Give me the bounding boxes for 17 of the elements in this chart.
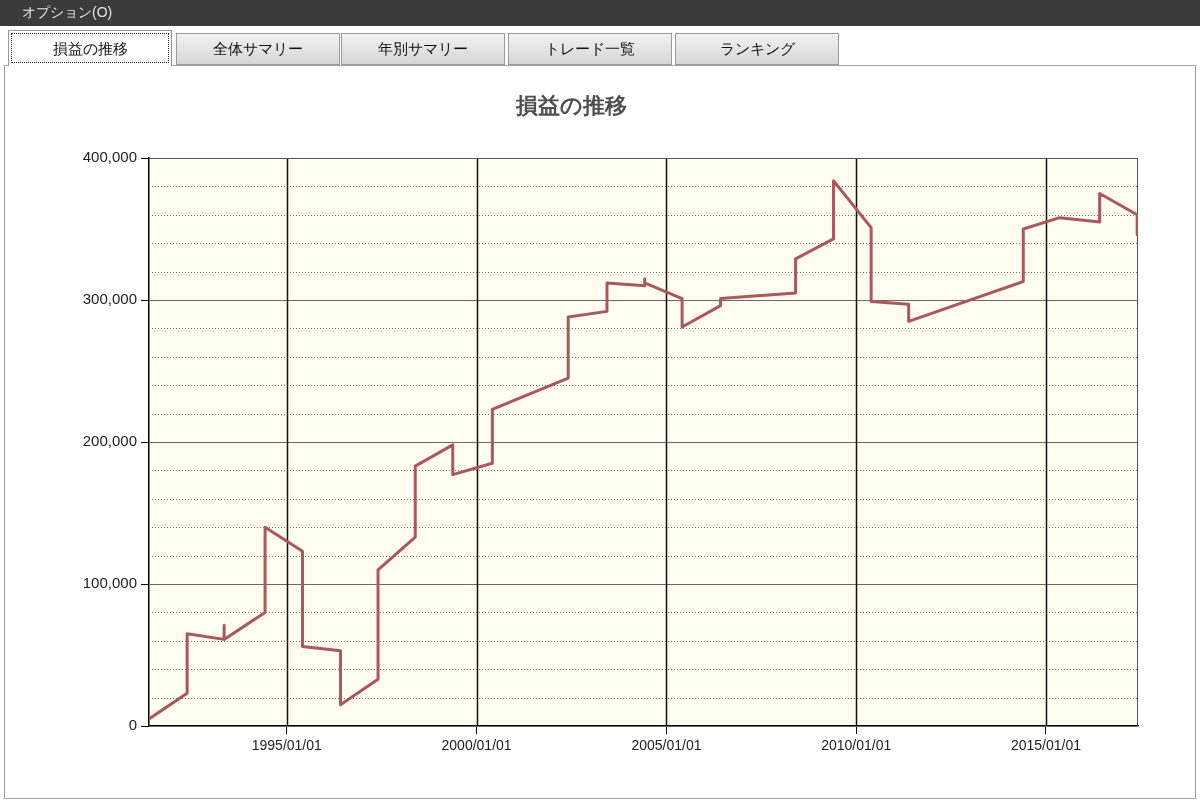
chart-title: 損益の推移 bbox=[515, 92, 627, 118]
y-tick-label: 300,000 bbox=[82, 290, 137, 308]
tab: トレード一覧 bbox=[508, 33, 672, 65]
menu-bar: オプション(O) bbox=[0, 0, 1200, 26]
x-tick-label: 1995/01/01 bbox=[251, 737, 323, 754]
x-tick-label: 2000/01/01 bbox=[441, 737, 512, 754]
y-tick-label: 0 bbox=[128, 716, 137, 734]
x-tick-label: 2010/01/01 bbox=[821, 737, 892, 754]
tab: ランキング bbox=[675, 33, 839, 65]
y-tick-label: 200,000 bbox=[82, 432, 137, 450]
tab: 年別サマリー bbox=[341, 33, 505, 65]
y-tick-label: 100,000 bbox=[82, 574, 137, 592]
x-tick-label: 2005/01/01 bbox=[631, 737, 702, 754]
x-tick-label: 2015/01/01 bbox=[1010, 737, 1082, 754]
tab: 全体サマリー bbox=[176, 33, 340, 65]
y-tick-label: 400,000 bbox=[82, 148, 137, 166]
tab: 損益の推移 bbox=[8, 30, 172, 66]
